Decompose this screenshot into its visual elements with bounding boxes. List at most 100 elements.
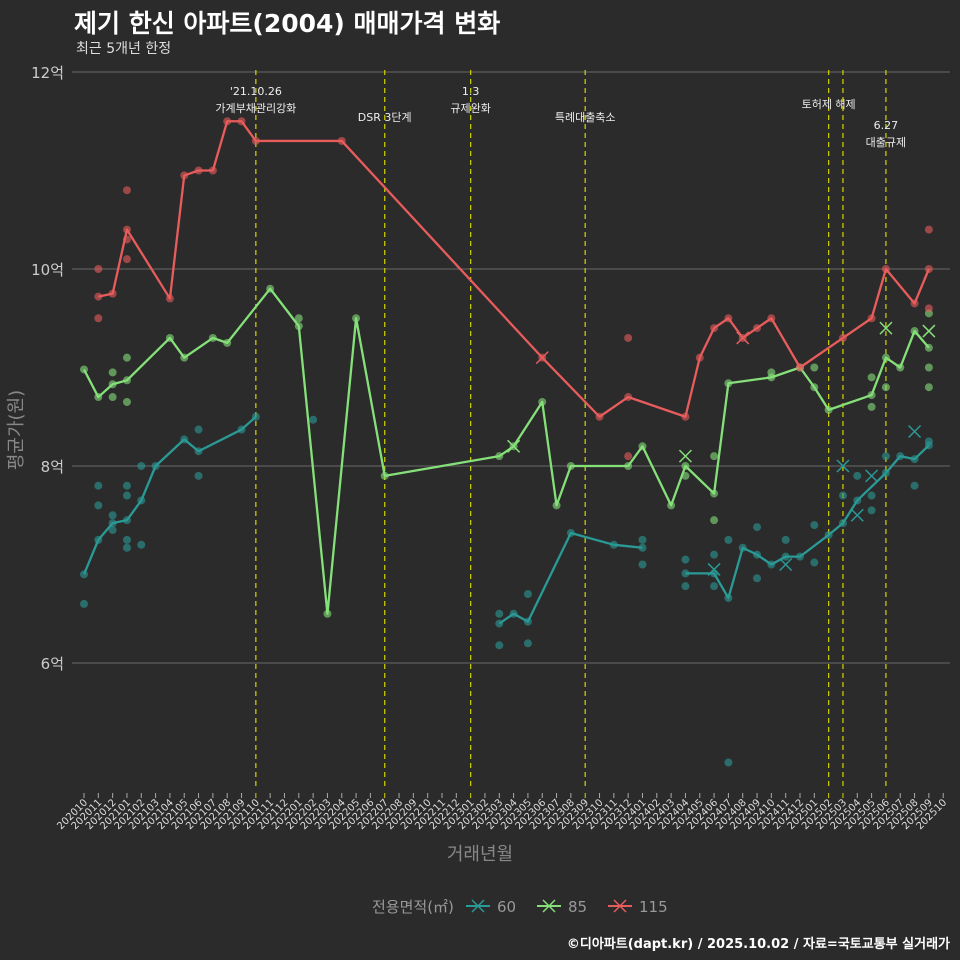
data-point-115: [924, 304, 933, 313]
data-point-60: [710, 582, 719, 591]
data-point-85: [924, 363, 933, 372]
x-axis-title: 거래년월: [447, 844, 513, 865]
event-annotation: 1.3: [462, 85, 480, 98]
cross-marker-60: [865, 469, 879, 483]
y-tick-label: 12억: [31, 64, 64, 82]
cross-marker-85: [678, 449, 692, 463]
data-point-85: [122, 353, 131, 362]
series-line-85: [82, 287, 930, 615]
series-line-60: [82, 415, 257, 575]
data-point-115: [122, 186, 131, 195]
data-point-85: [710, 516, 719, 525]
data-point-60: [638, 560, 647, 569]
data-point-60: [710, 550, 719, 559]
event-annotation: 대출규제: [866, 136, 906, 149]
data-point-60: [94, 481, 103, 490]
data-point-60: [681, 582, 690, 591]
cross-marker-85: [879, 321, 893, 335]
data-point-60: [638, 535, 647, 544]
data-point-60: [194, 425, 203, 434]
data-point-60: [838, 491, 847, 500]
data-point-60: [122, 543, 131, 552]
legend-label-115: 115: [639, 898, 668, 916]
data-point-60: [810, 558, 819, 567]
data-point-85: [122, 397, 131, 406]
data-point-85: [108, 393, 117, 402]
data-point-115: [94, 265, 103, 273]
event-annotation: '21.10.26: [230, 85, 282, 98]
data-point-60: [495, 609, 504, 618]
data-point-60: [724, 535, 733, 544]
legend-title: 전용면적(㎡): [372, 898, 454, 916]
data-point-115: [94, 314, 103, 323]
data-point-60: [523, 590, 532, 599]
series-line-60: [685, 444, 930, 600]
data-point-60: [194, 471, 203, 480]
data-point-85: [924, 383, 933, 392]
data-point-60: [753, 523, 762, 532]
data-point-60: [122, 481, 131, 490]
series-line-115: [98, 120, 930, 418]
data-point-60: [724, 758, 733, 767]
data-point-60: [94, 501, 103, 510]
event-annotation: 특례대출축소: [555, 111, 616, 124]
data-point-85: [867, 373, 876, 382]
cross-marker-60: [836, 459, 850, 473]
y-axis-title: 평균가(원): [6, 390, 27, 470]
data-point-60: [810, 521, 819, 530]
data-point-60: [910, 481, 919, 490]
data-point-85: [810, 363, 819, 372]
data-point-60: [867, 491, 876, 500]
data-point-60: [867, 506, 876, 515]
cross-marker-60: [908, 424, 922, 439]
chart-subtitle: 최근 5개년 한정: [76, 41, 172, 57]
legend-label-85: 85: [568, 898, 587, 916]
data-point-85: [710, 452, 719, 461]
data-point-85: [881, 383, 890, 392]
cross-marker-85: [922, 324, 936, 338]
data-point-115: [624, 333, 633, 342]
event-annotation: 6.27: [874, 119, 899, 132]
data-point-115: [924, 225, 933, 234]
event-annotation: 가계부채관리강화: [215, 102, 296, 115]
y-tick-label: 8억: [41, 458, 64, 476]
data-point-60: [781, 535, 790, 544]
data-point-85: [867, 402, 876, 411]
source-caption: ©디아파트(dapt.kr) / 2025.10.02 / 자료=국토교통부 실…: [566, 937, 950, 952]
cross-marker-60: [707, 562, 721, 576]
cross-marker-115: [736, 331, 750, 345]
data-point-60: [853, 471, 862, 480]
chart-title: 제기 한신 아파트(2004) 매매가격 변화: [74, 9, 501, 38]
data-point-60: [122, 535, 131, 544]
data-point-60: [495, 641, 504, 650]
data-point-60: [108, 526, 117, 535]
legend-cross-icon: [471, 899, 485, 913]
data-point-85: [108, 368, 117, 377]
data-point-115: [122, 255, 131, 264]
data-point-60: [523, 639, 532, 648]
legend-cross-icon: [613, 899, 627, 913]
cross-marker-85: [507, 439, 521, 453]
data-point-60: [681, 555, 690, 564]
data-point-60: [108, 511, 117, 520]
data-point-60: [80, 599, 88, 608]
event-annotation: 규제완화: [450, 102, 490, 115]
data-point-60: [122, 491, 131, 500]
legend-cross-icon: [542, 899, 556, 913]
y-tick-label: 10억: [31, 261, 64, 279]
y-tick-label: 6억: [41, 655, 64, 673]
data-point-60: [309, 415, 318, 424]
data-point-115: [624, 452, 633, 461]
series-line-60: [498, 531, 643, 625]
data-point-60: [137, 462, 146, 470]
data-point-60: [753, 574, 762, 583]
legend-label-60: 60: [497, 898, 516, 916]
data-point-60: [137, 540, 146, 549]
data-point-60: [881, 452, 890, 461]
cross-marker-60: [779, 557, 793, 572]
event-annotation: DSR 3단계: [358, 111, 412, 124]
cross-marker-60: [850, 508, 864, 522]
event-annotation: 토허제 해제: [802, 97, 856, 111]
data-point-85: [294, 314, 303, 323]
